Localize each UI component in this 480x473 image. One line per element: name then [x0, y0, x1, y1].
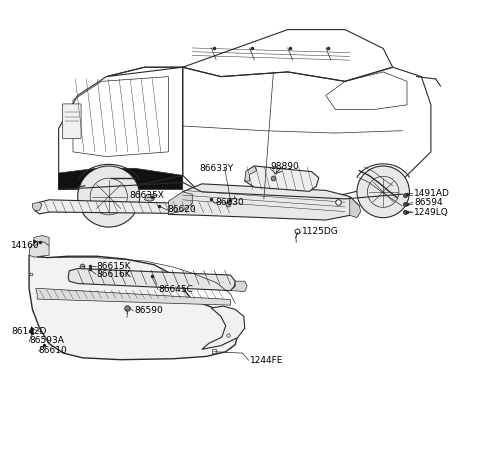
Text: 1244FE: 1244FE [250, 356, 283, 365]
Polygon shape [144, 194, 154, 201]
Circle shape [78, 166, 140, 227]
Text: 1249LQ: 1249LQ [414, 208, 449, 217]
Text: 86630: 86630 [215, 198, 244, 207]
FancyBboxPatch shape [62, 104, 81, 139]
Polygon shape [29, 255, 238, 359]
Text: 86620: 86620 [168, 205, 196, 214]
Text: 86645C: 86645C [159, 285, 194, 294]
Circle shape [357, 166, 409, 218]
Text: 86142D: 86142D [11, 327, 46, 336]
Text: 86615K: 86615K [97, 262, 132, 271]
Polygon shape [35, 200, 235, 214]
Polygon shape [33, 202, 42, 210]
Polygon shape [59, 168, 183, 190]
Polygon shape [245, 166, 319, 192]
Text: 86610: 86610 [38, 346, 67, 355]
Polygon shape [350, 196, 361, 218]
Text: 86633Y: 86633Y [199, 164, 234, 173]
Text: 14160: 14160 [11, 241, 39, 250]
Text: 86616K: 86616K [97, 270, 132, 279]
Polygon shape [168, 184, 360, 220]
Text: 86635X: 86635X [129, 191, 164, 200]
Polygon shape [68, 269, 235, 290]
Text: 86593A: 86593A [29, 336, 64, 345]
Polygon shape [245, 166, 257, 181]
Text: 86590: 86590 [134, 307, 163, 315]
Polygon shape [29, 241, 49, 257]
Polygon shape [36, 288, 230, 305]
Text: 86594: 86594 [414, 198, 443, 207]
Polygon shape [34, 236, 49, 247]
Text: 1491AD: 1491AD [414, 189, 450, 198]
Polygon shape [168, 192, 192, 214]
Polygon shape [230, 281, 247, 291]
Text: 1125DG: 1125DG [302, 228, 339, 236]
Text: 98890: 98890 [270, 162, 299, 171]
Polygon shape [202, 306, 245, 350]
